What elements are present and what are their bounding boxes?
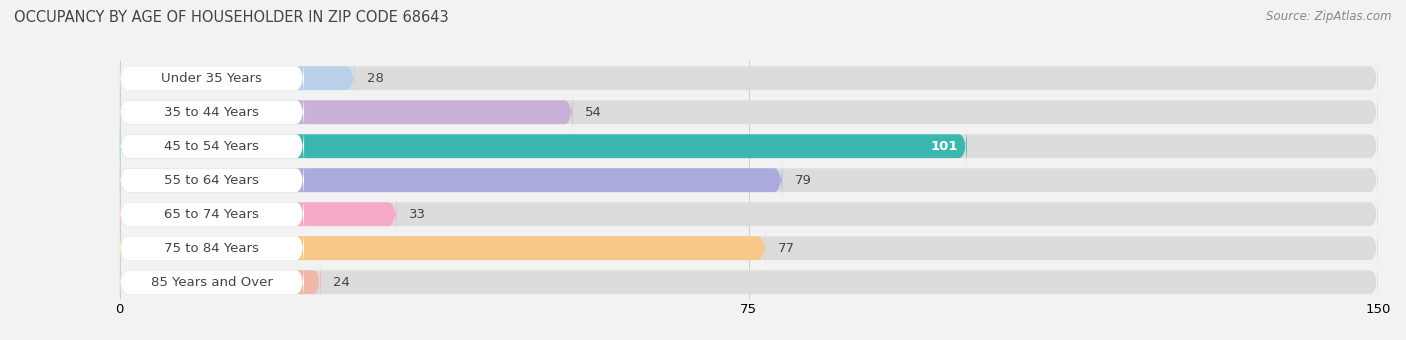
FancyBboxPatch shape	[120, 160, 304, 201]
Text: 75 to 84 Years: 75 to 84 Years	[165, 242, 259, 255]
FancyBboxPatch shape	[120, 228, 304, 269]
FancyBboxPatch shape	[120, 228, 765, 269]
FancyBboxPatch shape	[120, 58, 304, 99]
Text: 35 to 44 Years: 35 to 44 Years	[165, 106, 259, 119]
FancyBboxPatch shape	[120, 262, 1378, 303]
Text: 45 to 54 Years: 45 to 54 Years	[165, 140, 259, 153]
FancyBboxPatch shape	[120, 194, 304, 235]
Text: 33: 33	[409, 208, 426, 221]
Text: 77: 77	[778, 242, 794, 255]
Text: 54: 54	[585, 106, 602, 119]
Text: 24: 24	[333, 276, 350, 289]
FancyBboxPatch shape	[120, 92, 1378, 133]
FancyBboxPatch shape	[120, 126, 304, 167]
FancyBboxPatch shape	[120, 160, 782, 201]
Text: 55 to 64 Years: 55 to 64 Years	[165, 174, 259, 187]
Text: 28: 28	[367, 72, 384, 85]
Text: Source: ZipAtlas.com: Source: ZipAtlas.com	[1267, 10, 1392, 23]
Text: 65 to 74 Years: 65 to 74 Years	[165, 208, 259, 221]
FancyBboxPatch shape	[120, 194, 396, 235]
Text: 79: 79	[794, 174, 811, 187]
FancyBboxPatch shape	[120, 228, 1378, 269]
FancyBboxPatch shape	[120, 160, 1378, 201]
Text: OCCUPANCY BY AGE OF HOUSEHOLDER IN ZIP CODE 68643: OCCUPANCY BY AGE OF HOUSEHOLDER IN ZIP C…	[14, 10, 449, 25]
Text: 85 Years and Over: 85 Years and Over	[150, 276, 273, 289]
FancyBboxPatch shape	[120, 262, 321, 303]
FancyBboxPatch shape	[120, 194, 1378, 235]
FancyBboxPatch shape	[120, 262, 304, 303]
FancyBboxPatch shape	[120, 126, 1378, 167]
FancyBboxPatch shape	[120, 126, 967, 167]
Text: 101: 101	[931, 140, 959, 153]
Text: Under 35 Years: Under 35 Years	[162, 72, 263, 85]
FancyBboxPatch shape	[120, 58, 354, 99]
FancyBboxPatch shape	[120, 58, 1378, 99]
FancyBboxPatch shape	[120, 92, 572, 133]
FancyBboxPatch shape	[120, 92, 304, 133]
